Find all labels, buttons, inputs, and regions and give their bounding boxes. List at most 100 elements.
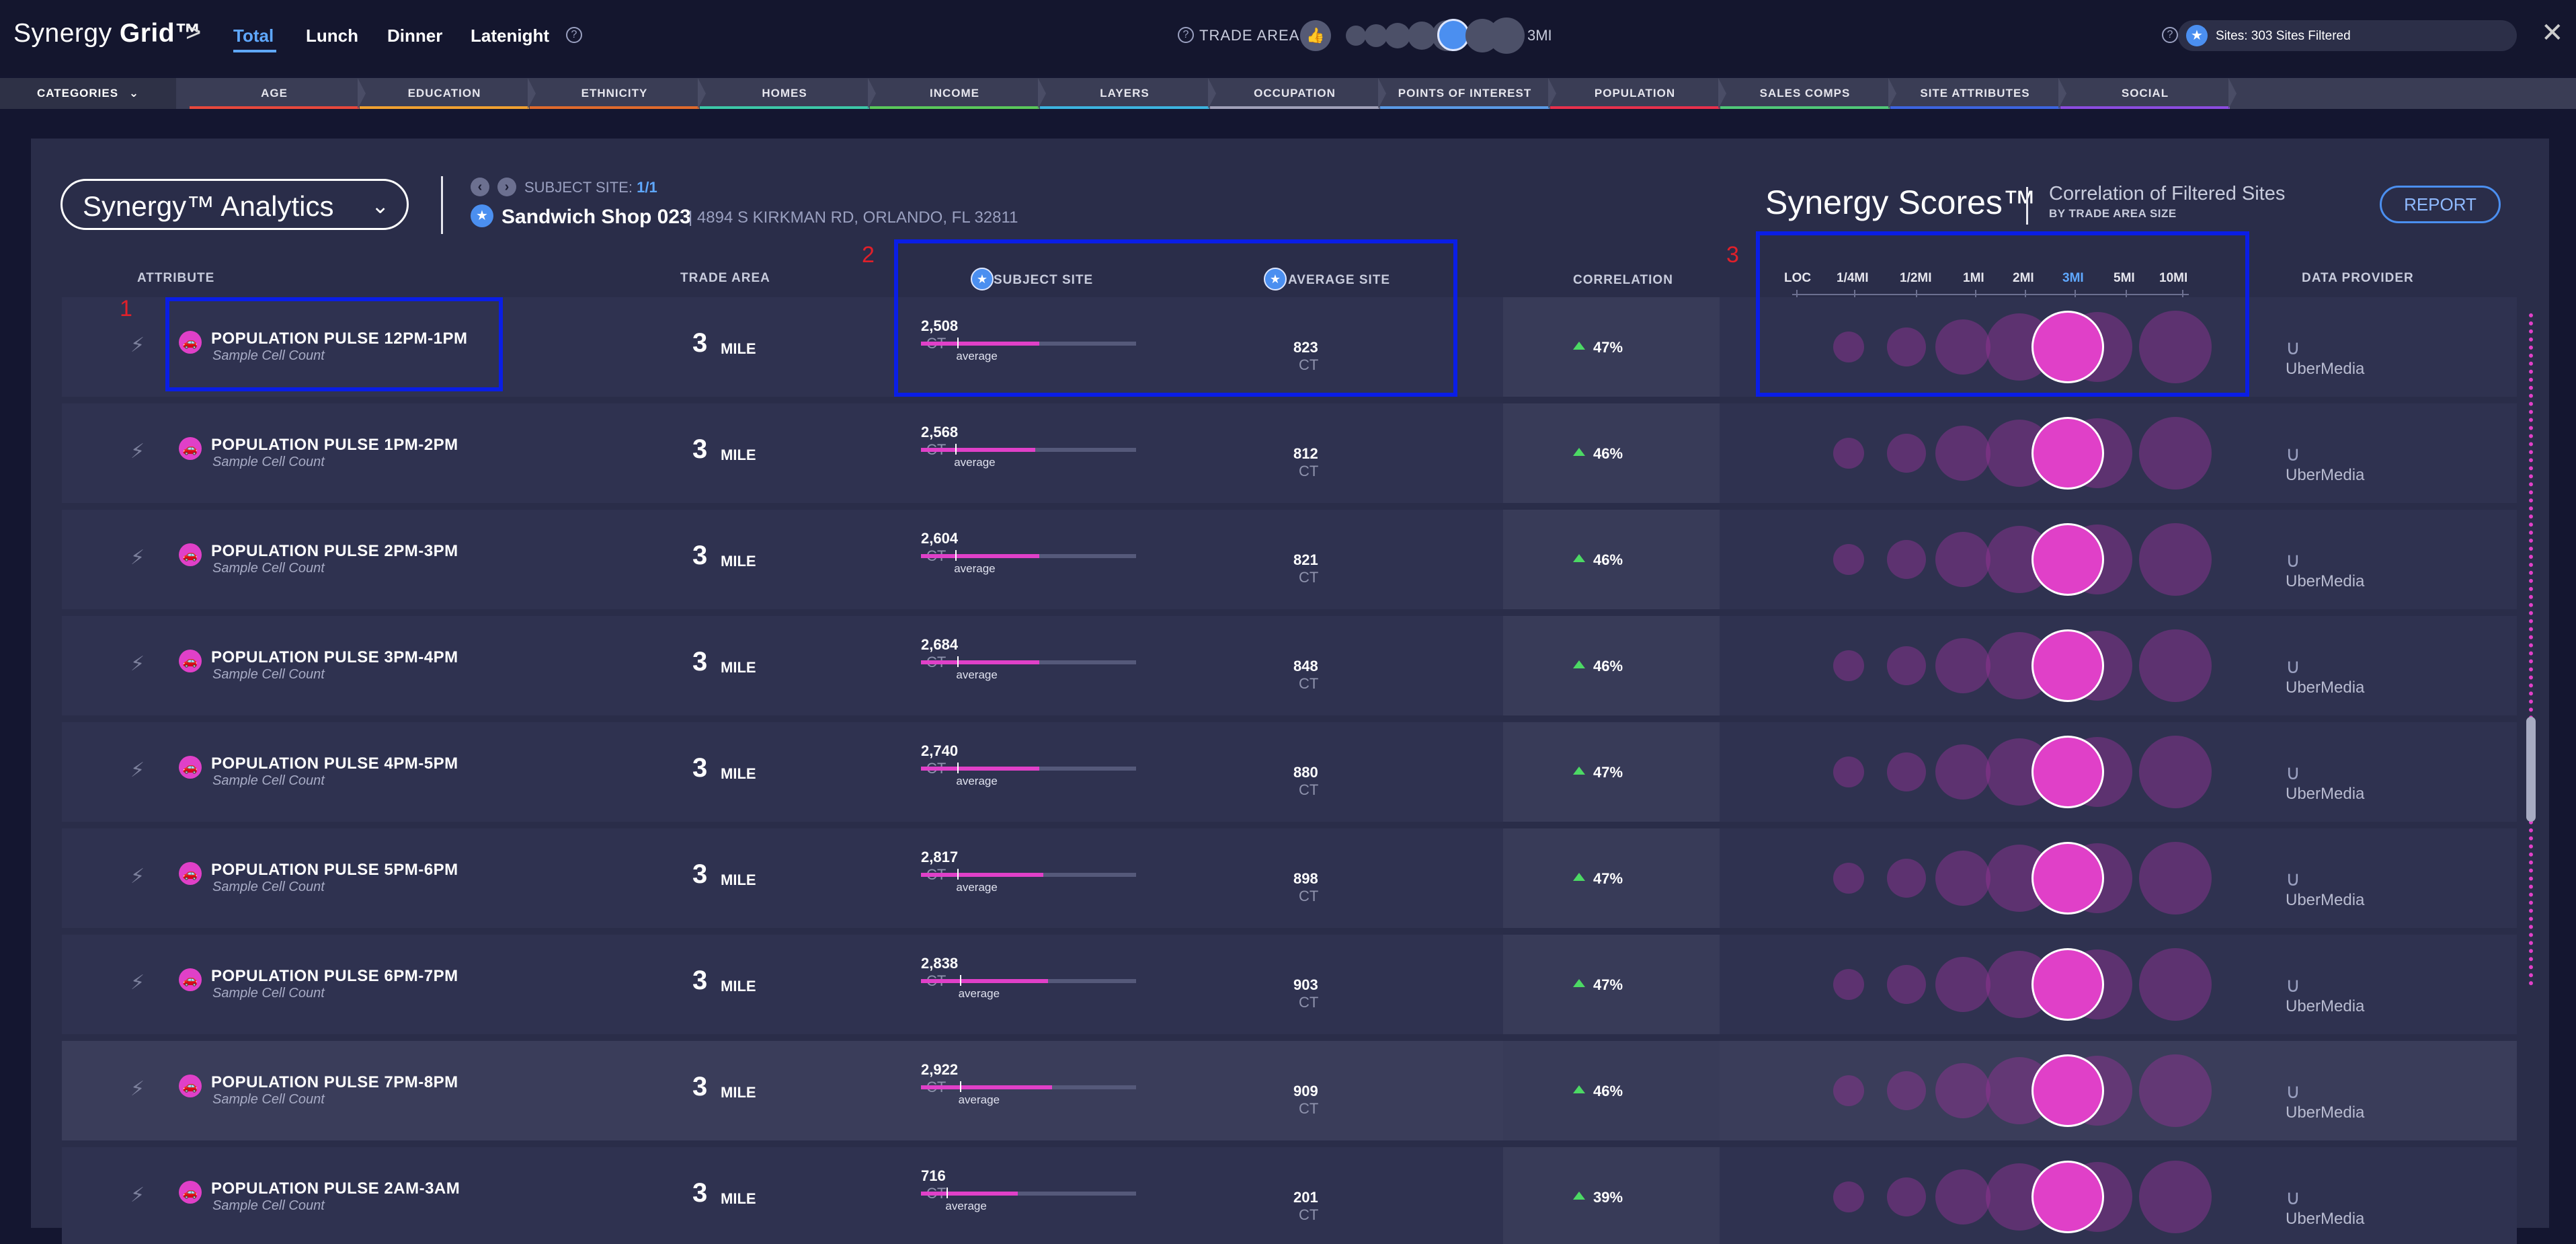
score-bubble-active[interactable] — [2031, 523, 2104, 596]
dist-loc[interactable]: LOC — [1784, 271, 1812, 285]
category-tab-sales-comps[interactable]: SALES COMPS — [1720, 78, 1890, 109]
dist-half-mile[interactable]: 1/2MI — [1900, 271, 1932, 285]
category-tab-social[interactable]: SOCIAL — [2060, 78, 2230, 109]
table-row[interactable] — [62, 510, 2517, 609]
prev-site-icon[interactable]: ‹ — [471, 178, 489, 196]
bolt-icon[interactable]: ⚡ — [130, 865, 145, 888]
score-bubble[interactable] — [1935, 1169, 1990, 1224]
score-bubble[interactable] — [1887, 646, 1926, 685]
table-row[interactable] — [62, 828, 2517, 928]
score-bubble[interactable] — [2139, 1054, 2212, 1127]
score-bubble[interactable] — [1887, 1071, 1926, 1110]
score-bubble[interactable] — [1833, 969, 1864, 1000]
analytics-dropdown[interactable]: Synergy™ Analytics ⌄ — [61, 179, 409, 230]
score-bubble[interactable] — [1887, 859, 1926, 898]
attribute-name[interactable]: POPULATION PULSE 6PM-7PM — [211, 967, 458, 985]
category-tab-age[interactable]: AGE — [190, 78, 359, 109]
score-bubble[interactable] — [1887, 327, 1926, 366]
trade-area-option-10mi[interactable] — [1488, 17, 1525, 54]
category-tab-income[interactable]: INCOME — [870, 78, 1039, 109]
dist-10mi[interactable]: 10MI — [2159, 271, 2188, 285]
attribute-name[interactable]: POPULATION PULSE 4PM-5PM — [211, 754, 458, 773]
bolt-icon[interactable]: ⚡ — [130, 1078, 145, 1100]
attribute-name[interactable]: POPULATION PULSE 7PM-8PM — [211, 1073, 458, 1091]
score-bubble-active[interactable] — [2031, 736, 2104, 808]
col-average-site[interactable]: AVERAGE SITE — [1288, 273, 1391, 287]
table-row[interactable] — [62, 616, 2517, 715]
score-bubble[interactable] — [2139, 417, 2212, 490]
next-site-icon[interactable]: › — [497, 178, 516, 196]
bolt-icon[interactable]: ⚡ — [130, 759, 145, 781]
trade-area-option-3mi[interactable] — [1437, 19, 1470, 51]
thumbs-up-icon[interactable]: 👍 — [1300, 20, 1331, 51]
score-bubble[interactable] — [1887, 540, 1926, 579]
category-tab-homes[interactable]: HOMES — [700, 78, 869, 109]
category-tab-population[interactable]: POPULATION — [1550, 78, 1720, 109]
trade-area-option-quarter[interactable] — [1365, 24, 1387, 47]
score-bubble[interactable] — [1833, 438, 1864, 469]
score-bubble[interactable] — [1935, 638, 1990, 693]
trade-area-option-loc[interactable] — [1346, 26, 1366, 46]
sites-filter-pill[interactable]: ★ Sites: 303 Sites Filtered — [2178, 20, 2517, 51]
bolt-icon[interactable]: ⚡ — [130, 547, 145, 569]
score-bubble[interactable] — [2139, 629, 2212, 702]
trade-area-option-1mi[interactable] — [1408, 22, 1436, 50]
score-bubble-active[interactable] — [2031, 417, 2104, 490]
score-bubble[interactable] — [2139, 842, 2212, 915]
report-button[interactable]: REPORT — [2380, 186, 2501, 223]
scrollbar-thumb[interactable] — [2526, 717, 2536, 822]
score-bubble[interactable] — [2139, 736, 2212, 808]
score-bubble[interactable] — [1887, 434, 1926, 473]
score-bubble[interactable] — [1833, 1075, 1864, 1106]
app-logo[interactable]: Synergy Grid™ — [13, 19, 202, 48]
dist-quarter-mile[interactable]: 1/4MI — [1837, 271, 1869, 285]
attribute-name[interactable]: POPULATION PULSE 2PM-3PM — [211, 542, 458, 560]
dist-2mi[interactable]: 2MI — [2013, 271, 2034, 285]
trade-area-help-icon[interactable]: ? — [1178, 27, 1194, 43]
table-row[interactable] — [62, 297, 2517, 397]
score-bubble[interactable] — [2139, 523, 2212, 596]
bolt-icon[interactable]: ⚡ — [130, 1184, 145, 1206]
dist-3mi[interactable]: 3MI — [2062, 271, 2084, 285]
score-bubble[interactable] — [1935, 319, 1990, 375]
categories-dropdown-button[interactable]: CATEGORIES ⌄ — [0, 78, 176, 109]
attribute-name[interactable]: POPULATION PULSE 3PM-4PM — [211, 648, 458, 666]
score-bubble[interactable] — [1887, 752, 1926, 791]
score-bubble[interactable] — [1833, 332, 1864, 362]
category-tab-education[interactable]: EDUCATION — [360, 78, 529, 109]
score-bubble[interactable] — [1935, 957, 1990, 1012]
bolt-icon[interactable]: ⚡ — [130, 334, 145, 356]
score-bubble[interactable] — [1935, 851, 1990, 906]
sites-help-icon[interactable]: ? — [2162, 27, 2178, 43]
bolt-icon[interactable]: ⚡ — [130, 653, 145, 675]
bolt-icon[interactable]: ⚡ — [130, 972, 145, 994]
tab-total[interactable]: Total — [233, 26, 274, 46]
table-row[interactable] — [62, 935, 2517, 1034]
dist-1mi[interactable]: 1MI — [1963, 271, 1984, 285]
tab-dinner[interactable]: Dinner — [387, 26, 443, 46]
score-bubble-active[interactable] — [2031, 842, 2104, 915]
tab-lunch[interactable]: Lunch — [306, 26, 358, 46]
app-switcher-chevron-icon[interactable]: > — [186, 17, 202, 47]
tab-latenight[interactable]: Latenight — [471, 26, 549, 46]
attribute-name[interactable]: POPULATION PULSE 5PM-6PM — [211, 861, 458, 879]
bolt-icon[interactable]: ⚡ — [130, 440, 145, 463]
score-bubble[interactable] — [2139, 311, 2212, 383]
score-bubble-active[interactable] — [2031, 311, 2104, 383]
col-data-provider[interactable]: DATA PROVIDER — [2302, 271, 2414, 285]
col-subject-site[interactable]: SUBJECT SITE — [994, 273, 1094, 287]
scroll-track[interactable] — [2529, 313, 2533, 986]
col-trade-area[interactable]: TRADE AREA — [680, 271, 770, 285]
score-bubble[interactable] — [1833, 650, 1864, 681]
score-bubble[interactable] — [1935, 1063, 1990, 1118]
score-bubble[interactable] — [1887, 965, 1926, 1004]
score-bubble-active[interactable] — [2031, 1054, 2104, 1127]
score-bubble-active[interactable] — [2031, 1161, 2104, 1233]
attribute-name[interactable]: POPULATION PULSE 12PM-1PM — [211, 329, 468, 348]
tabs-help-icon[interactable]: ? — [566, 27, 582, 43]
score-bubble-active[interactable] — [2031, 948, 2104, 1021]
score-bubble[interactable] — [1887, 1177, 1926, 1216]
category-tab-points-of-interest[interactable]: POINTS OF INTEREST — [1380, 78, 1549, 109]
table-row[interactable] — [62, 1041, 2517, 1140]
category-tab-occupation[interactable]: OCCUPATION — [1210, 78, 1379, 109]
